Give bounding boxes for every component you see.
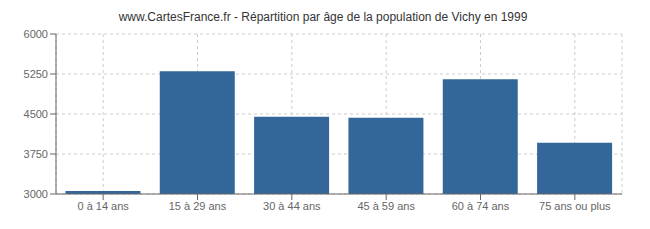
svg-text:0 à 14 ans: 0 à 14 ans — [77, 200, 129, 212]
svg-text:60 à 74 ans: 60 à 74 ans — [452, 200, 510, 212]
svg-text:15 à 29 ans: 15 à 29 ans — [169, 200, 227, 212]
html-text:www.CartesFrance.fr - Répartit: www.CartesFrance.fr - Répartition par âg… — [118, 10, 528, 24]
svg-text:3750: 3750 — [24, 148, 48, 160]
svg-text:4500: 4500 — [24, 108, 48, 120]
svg-text:6000: 6000 — [24, 28, 48, 40]
svg-text:45 à 59 ans: 45 à 59 ans — [357, 200, 415, 212]
svg-text:5250: 5250 — [24, 68, 48, 80]
svg-text:75 ans ou plus: 75 ans ou plus — [539, 200, 611, 212]
svg-text:3000: 3000 — [24, 188, 48, 200]
svg-text:30 à 44 ans: 30 à 44 ans — [263, 200, 321, 212]
